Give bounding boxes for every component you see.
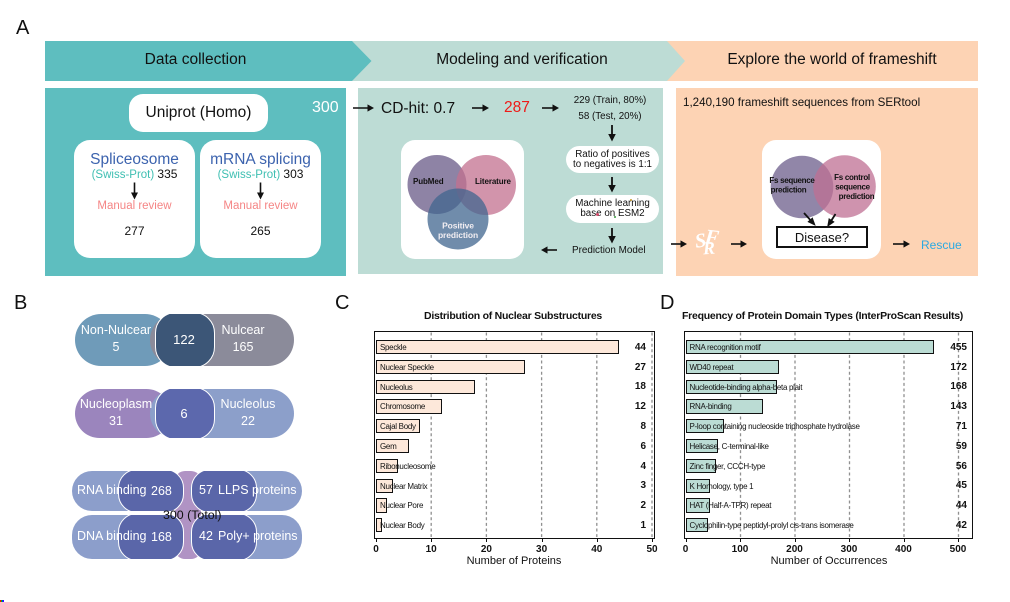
svg-text:Positive: Positive [442,221,474,231]
svg-text:Literature: Literature [475,177,512,186]
svg-text:sequence: sequence [835,183,870,192]
svg-text:prediction: prediction [839,192,875,201]
svg-text:Fs control: Fs control [834,173,870,182]
svg-text:prediction: prediction [771,186,807,195]
svg-text:prediction: prediction [438,230,478,240]
svg-text:PubMed: PubMed [413,177,444,186]
svg-text:Fs sequence: Fs sequence [769,176,815,185]
